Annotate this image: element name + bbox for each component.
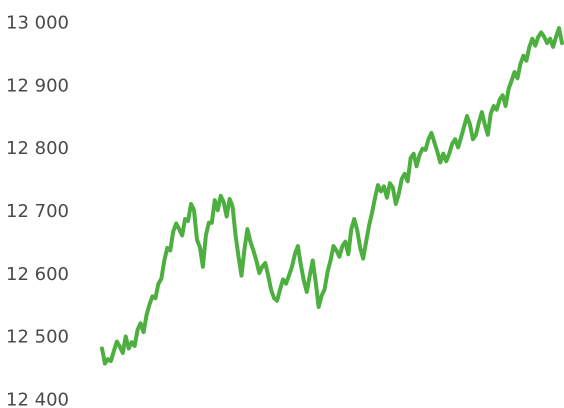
y-axis: 12 400 12 500 12 600 12 700 12 800 12 900 13 0… (6, 13, 69, 408)
y-tick-label: 12 800 (6, 138, 69, 159)
y-tick-label: 12 900 (6, 75, 69, 96)
y-tick-label: 12 700 (6, 201, 69, 222)
series-line (100, 26, 564, 366)
y-tick-label: 13 000 (6, 13, 69, 34)
y-tick-label: 12 600 (6, 264, 69, 285)
y-tick-label: 12 400 (6, 390, 69, 408)
series-layer (100, 26, 564, 366)
y-tick-label: 12 500 (6, 327, 69, 348)
